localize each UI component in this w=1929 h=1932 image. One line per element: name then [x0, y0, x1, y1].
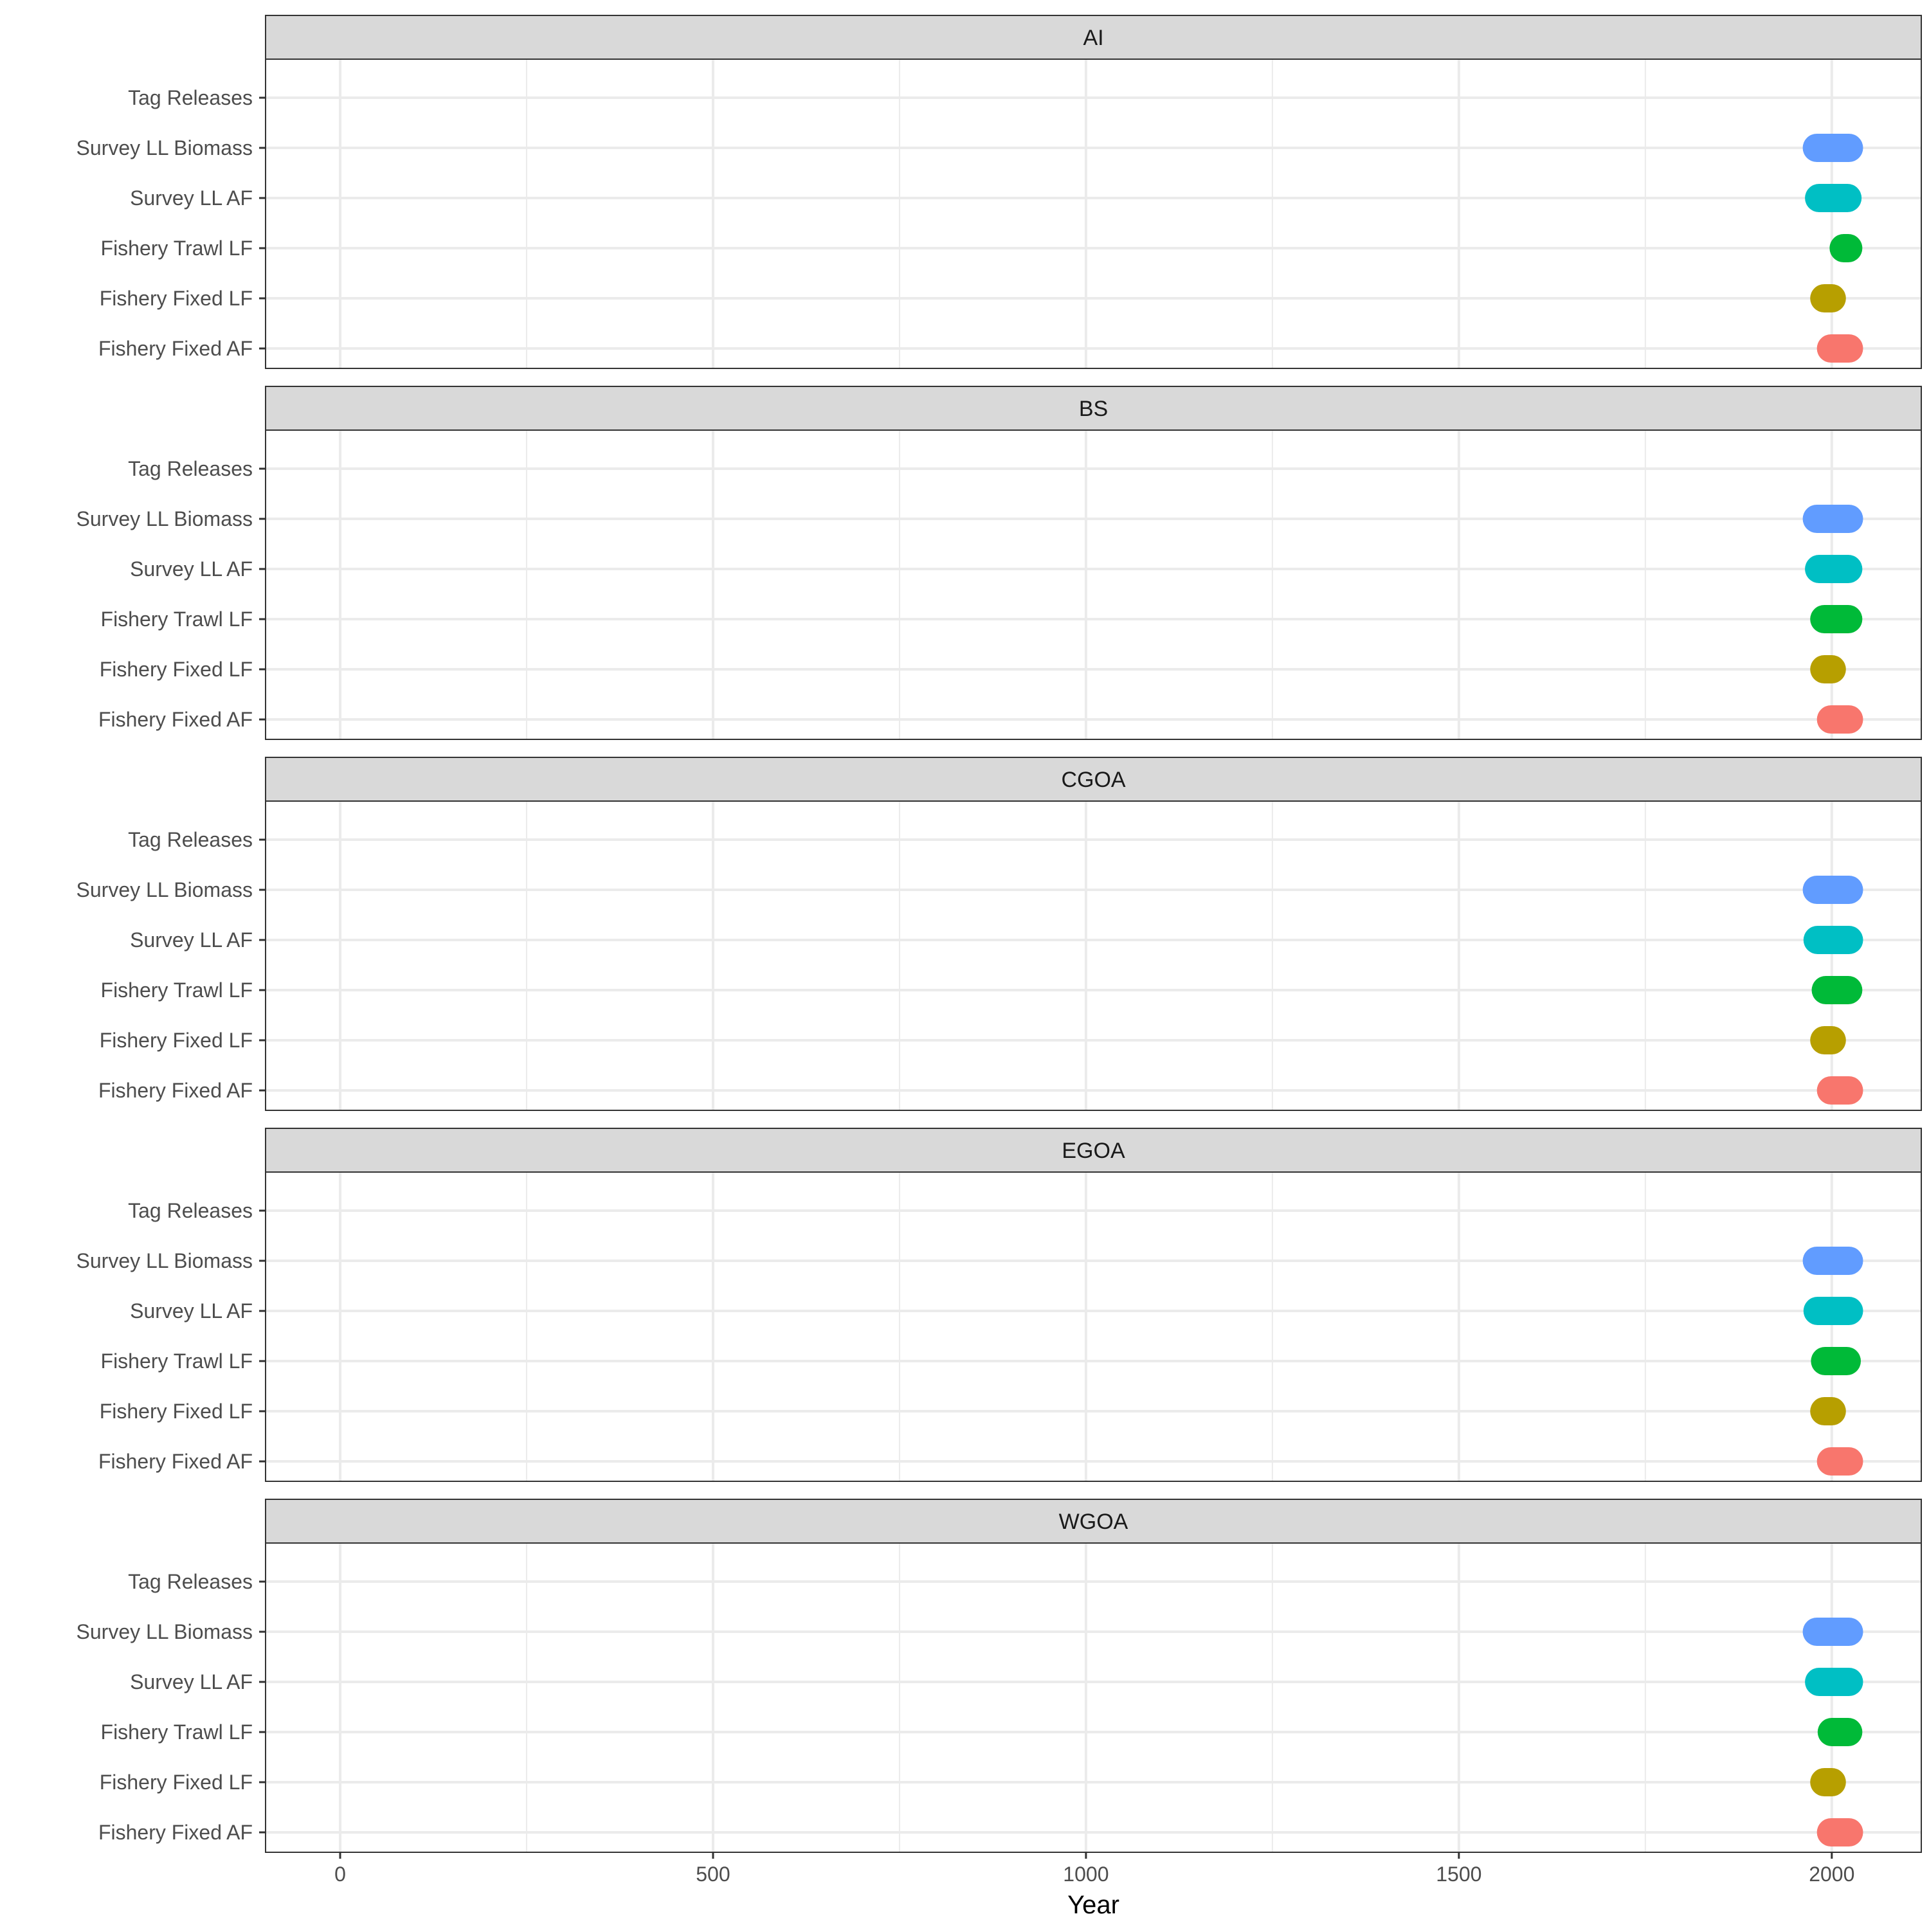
- facet-panel-egoa: EGOA Tag Releases Survey LL Biomass Survey …: [77, 1128, 1922, 1482]
- y-tick-label: Survey LL Biomass: [77, 136, 253, 159]
- facet-strip: [265, 15, 1922, 60]
- y-tick-label: Survey LL Biomass: [77, 1620, 253, 1643]
- x-tick-label: 500: [696, 1863, 730, 1886]
- facet-strip-label: CGOA: [1061, 768, 1125, 792]
- y-tick-label: Fishery Fixed AF: [98, 1079, 253, 1102]
- facet-strip-label: WGOA: [1059, 1510, 1128, 1534]
- y-tick-label: Fishery Fixed AF: [98, 337, 253, 360]
- y-tick-label: Fishery Fixed AF: [98, 1450, 253, 1473]
- facet-strip-label: AI: [1083, 26, 1103, 50]
- y-tick-label: Survey LL Biomass: [77, 507, 253, 530]
- y-tick-label: Survey LL AF: [130, 928, 253, 952]
- panel-border: [265, 1542, 1922, 1853]
- facet-strip-label: EGOA: [1062, 1139, 1125, 1163]
- x-tick-label: 0: [334, 1863, 346, 1886]
- panel-background: [266, 1543, 1921, 1852]
- facet-strip-label: BS: [1079, 397, 1108, 421]
- facet-strip: [265, 757, 1922, 802]
- panel-border: [265, 429, 1922, 740]
- panel-border: [265, 800, 1922, 1111]
- facet-strip: [265, 1499, 1922, 1544]
- y-tick-label: Fishery Fixed LF: [100, 1029, 253, 1052]
- y-tick-label: Fishery Trawl LF: [101, 608, 253, 631]
- y-tick-label: Tag Releases: [128, 1570, 253, 1593]
- facet-panel-wgoa: WGOA Tag Releases Survey LL Biomass Survey …: [77, 1499, 1922, 1853]
- y-tick-label: Tag Releases: [128, 457, 253, 480]
- facet-strip: [265, 386, 1922, 431]
- facet-strip: [265, 1128, 1922, 1173]
- y-tick-label: Fishery Trawl LF: [101, 1720, 253, 1744]
- facet-panel-cgoa: CGOA Tag Releases Survey LL Biomass Survey …: [77, 757, 1922, 1111]
- y-tick-label: Survey LL AF: [130, 557, 253, 581]
- facet-panel-ai: AI Tag Releases Survey LL Biomass Survey LL…: [77, 15, 1922, 369]
- panel-border: [265, 1171, 1922, 1482]
- y-tick-label: Tag Releases: [128, 1199, 253, 1222]
- y-tick-label: Fishery Trawl LF: [101, 237, 253, 260]
- x-tick-label: 1500: [1436, 1863, 1481, 1886]
- y-tick-label: Tag Releases: [128, 828, 253, 851]
- y-tick-label: Survey LL Biomass: [77, 878, 253, 901]
- y-tick-label: Survey LL AF: [130, 1299, 253, 1323]
- panel-background: [266, 430, 1921, 739]
- y-tick-label: Fishery Fixed LF: [100, 658, 253, 681]
- y-tick-label: Tag Releases: [128, 86, 253, 109]
- facet-panel-bs: BS Tag Releases Survey LL Biomass Survey LL…: [77, 386, 1922, 740]
- panel-border: [265, 59, 1922, 369]
- y-tick-label: Fishery Fixed LF: [100, 1771, 253, 1794]
- y-tick-label: Fishery Trawl LF: [101, 1350, 253, 1373]
- y-tick-label: Survey LL AF: [130, 186, 253, 210]
- y-tick-label: Fishery Fixed LF: [100, 1400, 253, 1423]
- x-tick-label: 1000: [1063, 1863, 1109, 1886]
- y-tick-label: Survey LL Biomass: [77, 1249, 253, 1272]
- y-tick-label: Fishery Fixed LF: [100, 287, 253, 310]
- y-tick-label: Fishery Fixed AF: [98, 708, 253, 731]
- y-tick-label: Fishery Trawl LF: [101, 979, 253, 1002]
- y-tick-label: Fishery Fixed AF: [98, 1821, 253, 1844]
- panel-background: [266, 801, 1921, 1110]
- panel-background: [266, 59, 1921, 368]
- panel-background: [266, 1172, 1921, 1481]
- y-tick-label: Survey LL AF: [130, 1670, 253, 1693]
- x-tick-label: 2000: [1809, 1863, 1854, 1886]
- x-axis-title: Year: [1067, 1891, 1119, 1919]
